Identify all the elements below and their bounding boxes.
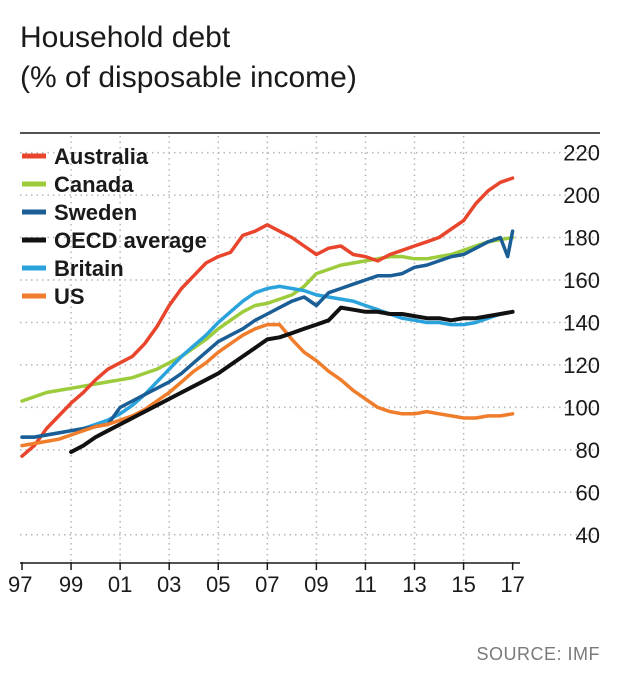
x-tick-label: 99 [59,572,83,597]
x-tick-label: 97 [8,572,32,597]
x-tick-label: 13 [402,572,426,597]
x-tick-label: 15 [451,572,475,597]
x-tick-label: 07 [255,572,279,597]
series-line-britain [20,284,515,439]
legend-label: Australia [54,144,149,169]
series-line-us [20,322,515,448]
series-line-australia [20,176,515,458]
y-tick-label: 160 [563,268,600,293]
y-tick-label: 140 [563,310,600,335]
legend-label: Britain [54,256,124,281]
x-tick-label: 03 [157,572,181,597]
x-tick-label: 17 [500,572,524,597]
x-tick-label: 01 [108,572,132,597]
x-tick-label: 05 [206,572,230,597]
x-tick-label: 09 [304,572,328,597]
series-lines [20,176,515,458]
legend-label: US [54,284,85,309]
y-tick-label: 180 [563,226,600,251]
legend-label: Canada [54,172,134,197]
legend-label: Sweden [54,200,137,225]
chart-subtitle: (% of disposable income) [20,61,357,94]
source-note: SOURCE: IMF [476,644,600,664]
y-tick-label: 60 [576,480,600,505]
y-tick-label: 200 [563,183,600,208]
y-axis-tick-labels: 40 60 80 100 120 140 160 180 200 220 [563,141,600,548]
series-line-canada [20,235,515,403]
legend: Australia Canada Sweden OECD average Britain… [22,144,207,309]
y-tick-label: 100 [563,395,600,420]
series-line-oecd-average [69,305,515,454]
y-tick-label: 120 [563,353,600,378]
y-tick-label: 220 [563,141,600,166]
y-tick-label: 80 [576,438,600,463]
chart-title: Household debt [20,21,231,54]
legend-label: OECD average [54,228,207,253]
x-axis-tick-labels: 97 99 01 03 05 07 09 11 13 15 17 [8,562,525,597]
x-tick-label: 11 [354,572,377,597]
y-tick-label: 40 [576,523,600,548]
